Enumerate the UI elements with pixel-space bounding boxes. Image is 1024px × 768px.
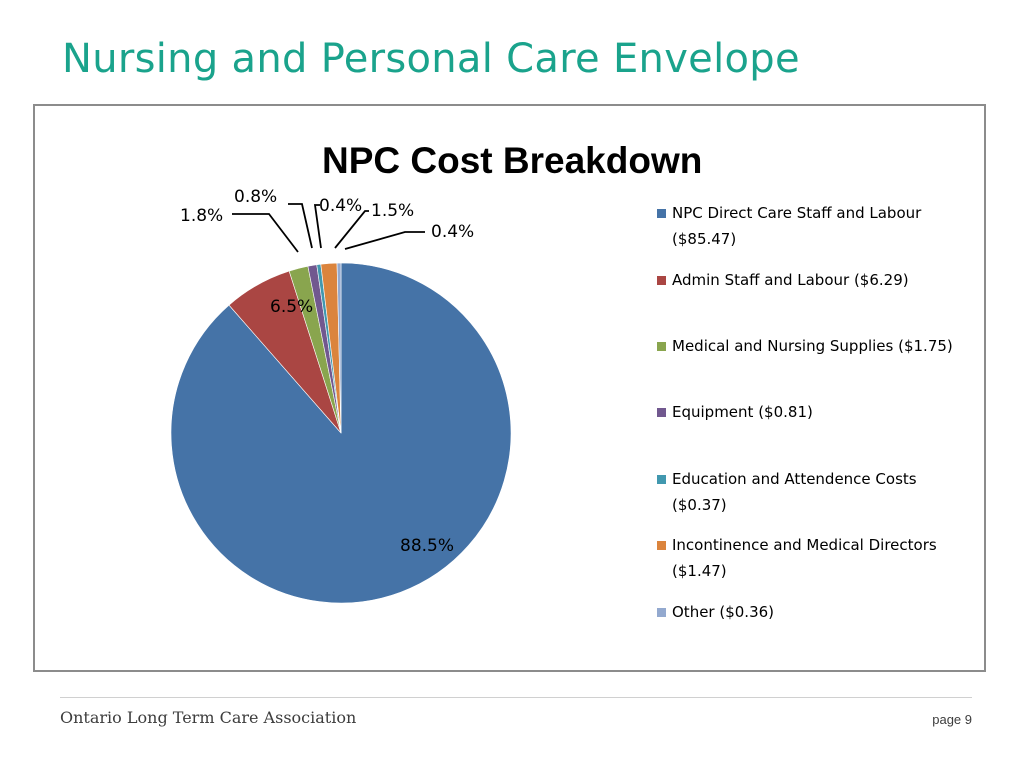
data-label-2: 6.5%	[270, 297, 313, 317]
data-label-5: 0.4%	[319, 196, 362, 216]
legend-swatch-7	[657, 608, 666, 617]
leader-line-6	[334, 210, 369, 249]
legend-label-5-line-1: Education and Attendence Costs	[672, 470, 917, 488]
legend-swatch-4	[657, 408, 666, 417]
legend-swatch-5	[657, 475, 666, 484]
chart-frame: NPC Cost Breakdown 88.5% 6.5% 1.8% 0.8% 0.4%…	[33, 104, 986, 672]
legend-label-5-line-2: ($0.37)	[672, 496, 727, 514]
leader-line-5	[313, 204, 322, 249]
legend-label-4: Equipment ($0.81)	[672, 403, 813, 421]
pie-chart: NPC Cost Breakdown 88.5% 6.5% 1.8% 0.8% 0.4%…	[170, 140, 953, 621]
data-label-3: 1.8%	[180, 206, 223, 226]
data-label-6: 1.5%	[371, 201, 414, 221]
legend-label-1-line-1: NPC Direct Care Staff and Labour	[672, 204, 922, 222]
chart-title: NPC Cost Breakdown	[322, 140, 702, 181]
legend-swatch-3	[657, 342, 666, 351]
legend-label-3: Medical and Nursing Supplies ($1.75)	[672, 337, 953, 355]
legend-label-7: Other ($0.36)	[672, 603, 774, 621]
page-number: page 9	[932, 712, 972, 727]
legend-label-6-line-2: ($1.47)	[672, 562, 727, 580]
data-label-4: 0.8%	[234, 187, 277, 207]
leader-line-3	[232, 213, 299, 253]
pie-slice-7	[336, 262, 342, 434]
data-label-1: 88.5%	[400, 536, 454, 556]
legend-swatch-1	[657, 209, 666, 218]
legend-label-1-line-2: ($85.47)	[672, 230, 736, 248]
leader-line-7	[344, 231, 425, 250]
legend-swatch-6	[657, 541, 666, 550]
data-label-7: 0.4%	[431, 222, 474, 242]
legend-label-6-line-1: Incontinence and Medical Directors	[672, 536, 937, 554]
legend-label-2: Admin Staff and Labour ($6.29)	[672, 271, 909, 289]
slide-title: Nursing and Personal Care Envelope	[62, 36, 800, 82]
footer-organization: Ontario Long Term Care Association	[60, 708, 357, 727]
legend-swatch-2	[657, 276, 666, 285]
leader-line-4	[288, 203, 313, 249]
footer-divider	[60, 697, 972, 698]
